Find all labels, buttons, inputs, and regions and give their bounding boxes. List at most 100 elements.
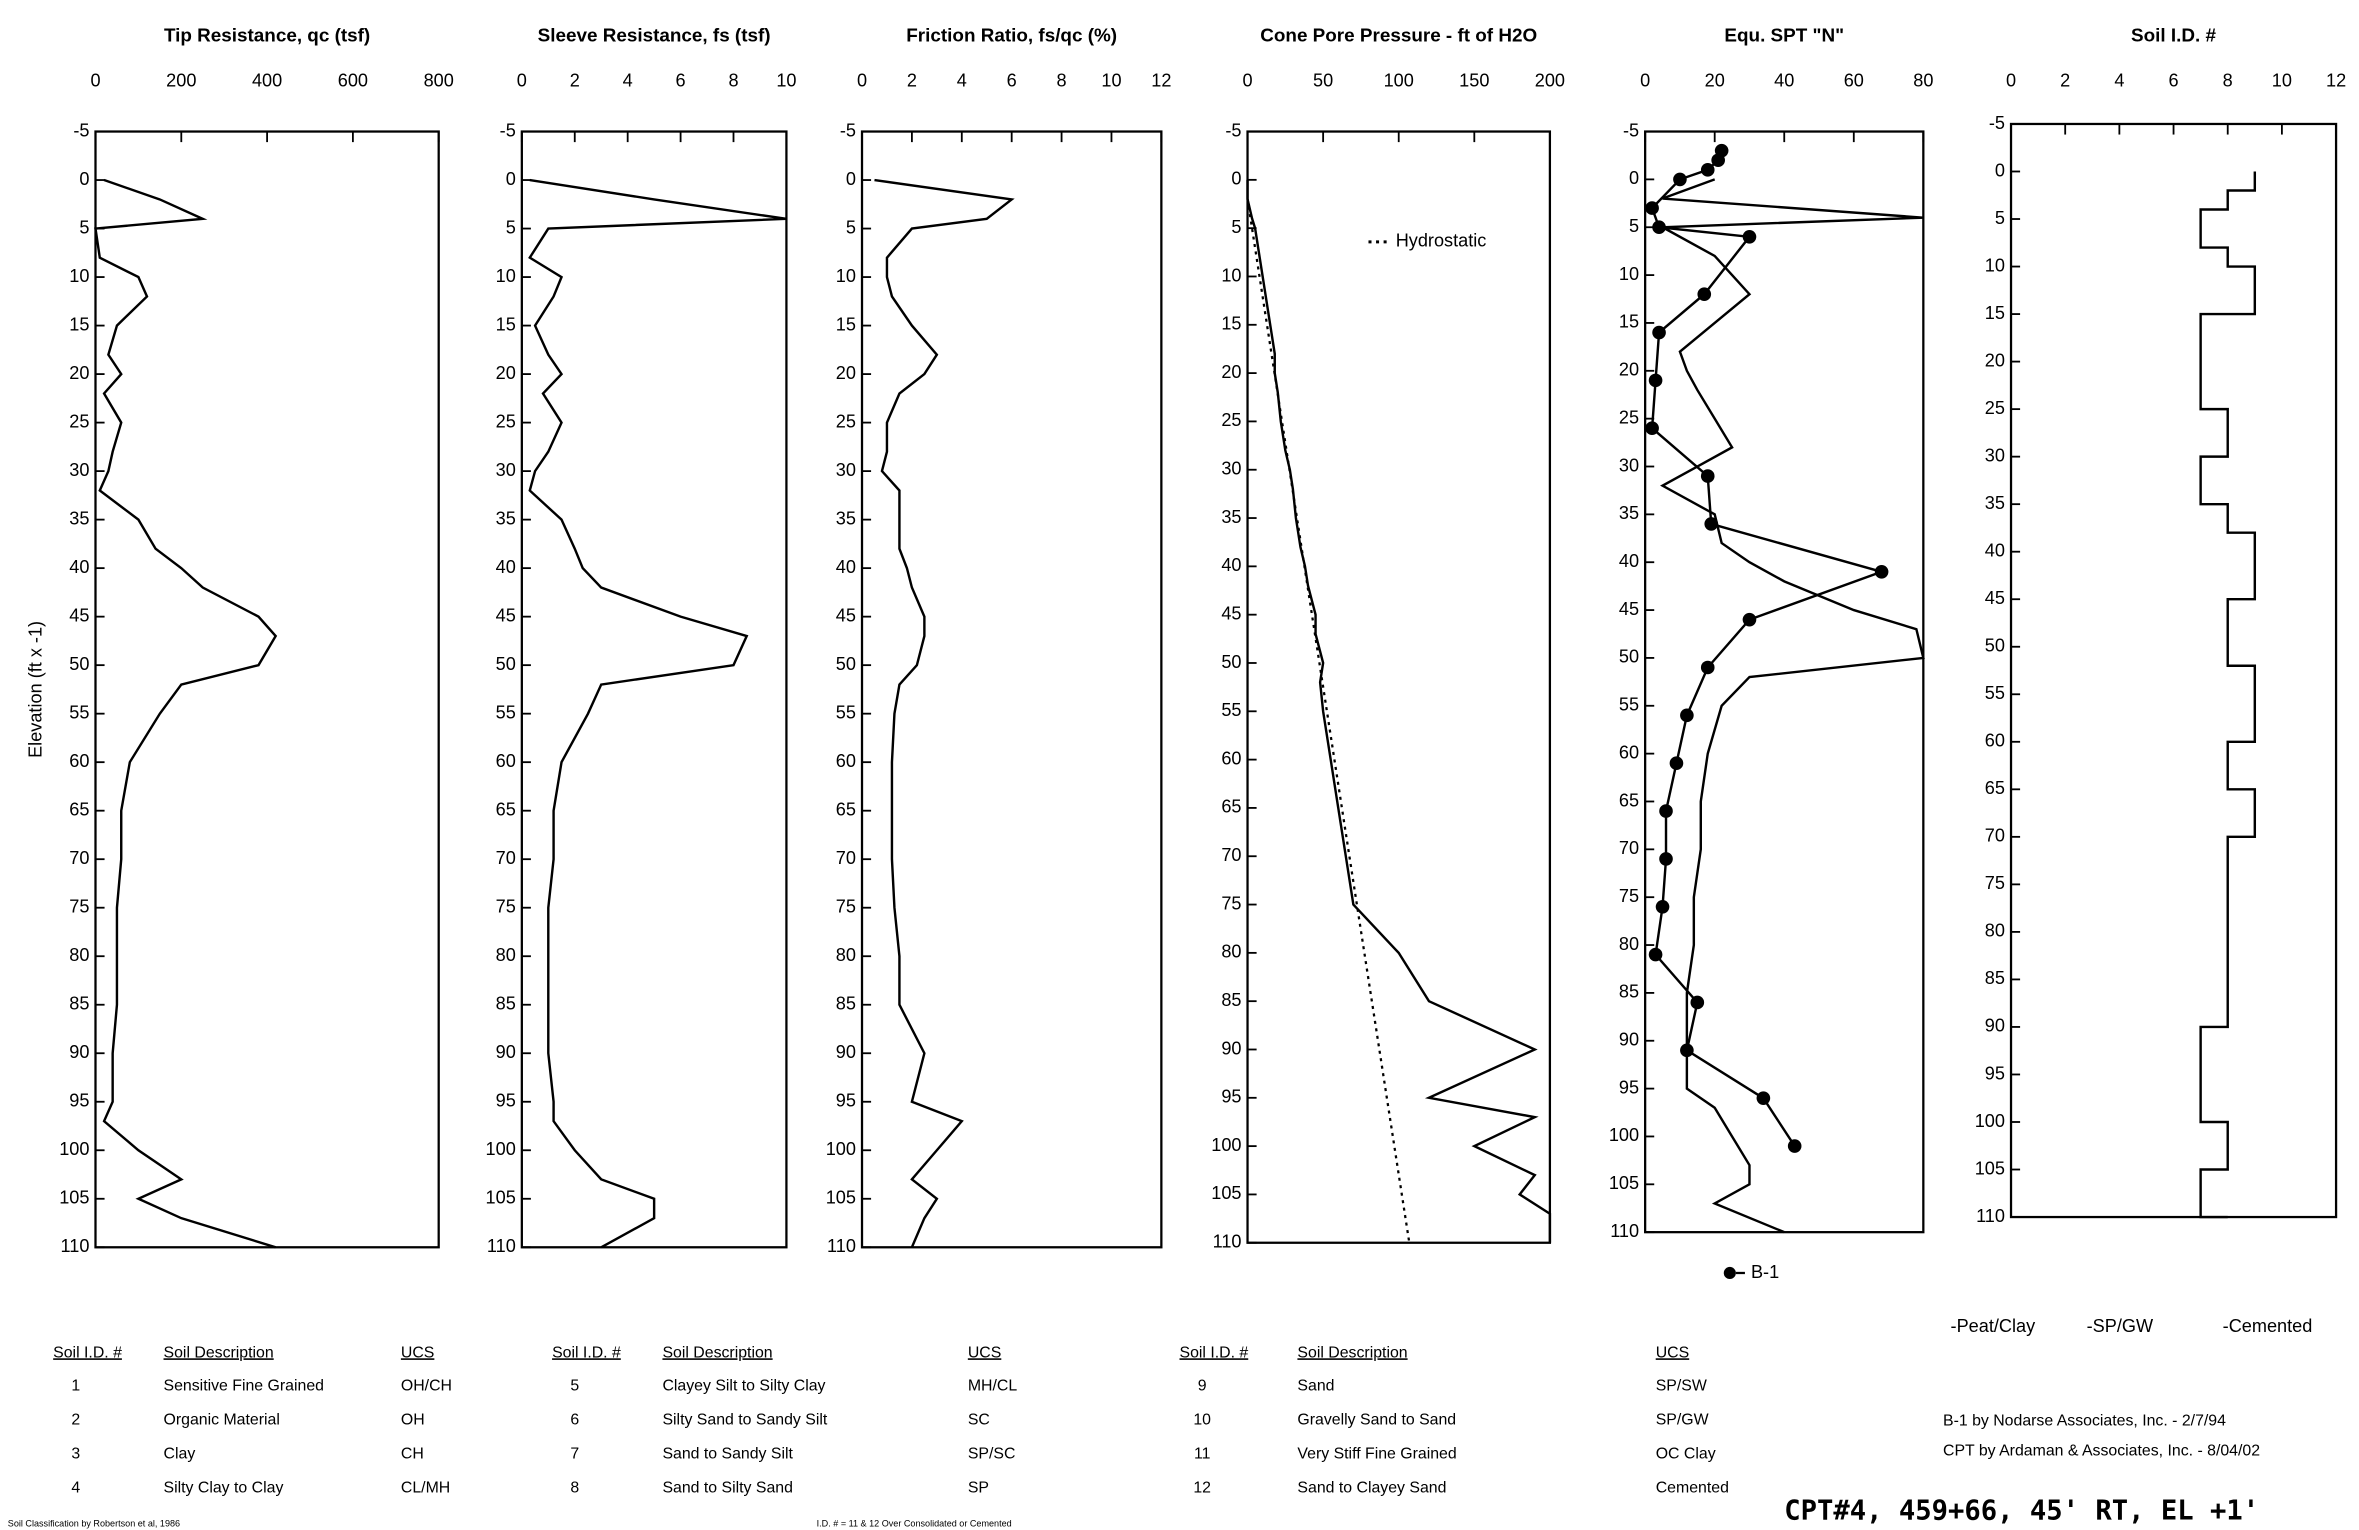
x-tick-label: 8: [1057, 70, 1067, 90]
x-tick-label: 8: [728, 70, 738, 90]
y-tick-label: 30: [1985, 445, 2005, 465]
y-tick-label: 30: [496, 460, 516, 480]
y-tick-label: 45: [69, 605, 89, 625]
data-point: [1874, 564, 1889, 579]
data-point: [1645, 421, 1659, 436]
soil-description: Gravelly Sand to Sand: [1297, 1412, 1456, 1429]
y-tick-label: 95: [69, 1091, 89, 1111]
y-tick-label: 35: [69, 508, 89, 528]
y-tick-label: 50: [496, 654, 516, 674]
x-tick-label: 200: [1535, 70, 1565, 90]
data-point: [1659, 804, 1673, 818]
y-tick-label: 20: [1221, 362, 1241, 382]
y-tick-label: 55: [496, 702, 516, 722]
y-tick-label: 70: [1221, 845, 1241, 865]
y-tick-label: 65: [1985, 778, 2005, 798]
y-tick-label: 110: [1976, 1206, 2005, 1226]
y-tick-label: 15: [836, 314, 856, 334]
data-point: [1655, 899, 1670, 914]
y-tick-label: 60: [496, 751, 516, 771]
y-tick-label: 55: [1985, 683, 2005, 703]
y-tick-label: 65: [1619, 790, 1639, 810]
soil-description: Silty Sand to Sandy Silt: [662, 1412, 827, 1429]
x-tick-label: 0: [857, 70, 867, 90]
x-tick-label: 6: [676, 70, 686, 90]
data-point: [1697, 287, 1712, 302]
soil-ucs: OH: [401, 1412, 425, 1429]
y-tick-label: 10: [496, 266, 516, 286]
soil-ucs: SP/SC: [968, 1446, 1016, 1463]
data-point: [1700, 469, 1715, 483]
y-tick-label: 35: [496, 508, 516, 528]
y-tick-label: 75: [1619, 886, 1639, 906]
x-tick-label: 0: [1242, 70, 1252, 90]
y-tick-label: 55: [69, 702, 89, 722]
y-tick-label: 90: [1619, 1030, 1639, 1050]
y-tick-label: 5: [1231, 217, 1241, 237]
x-tick-label: 4: [623, 70, 633, 90]
y-tick-label: 45: [1221, 603, 1241, 623]
x-tick-label: 10: [2272, 70, 2292, 90]
x-tick-label: 80: [1913, 70, 1933, 90]
plot-frame: [520, 130, 788, 1249]
y-tick-label: 110: [61, 1236, 90, 1256]
y-tick-label: 85: [1985, 968, 2005, 988]
y-tick-label: 55: [1221, 700, 1241, 720]
x-tick-label: 12: [1151, 70, 1171, 90]
y-tick-label: 100: [826, 1139, 856, 1159]
x-tick-label: 2: [2060, 70, 2070, 90]
legend-marker: [1723, 1266, 1736, 1280]
legend-label: B-1: [1751, 1262, 1779, 1282]
series-line: [2199, 171, 2257, 1219]
x-tick-label: 600: [338, 70, 368, 90]
x-tick-label: 100: [1384, 70, 1414, 90]
y-tick-label: 15: [1221, 314, 1241, 334]
series-line: [94, 178, 278, 1249]
y-tick-label: -5: [73, 120, 89, 140]
id-note: I.D. # = 11 & 12 Over Consolidated or Ce…: [817, 1518, 1012, 1528]
soil-id: 12: [1193, 1480, 1211, 1497]
y-tick-label: 30: [69, 460, 89, 480]
annotation: -Cemented: [2223, 1316, 2313, 1336]
y-tick-label: 100: [1975, 1111, 2005, 1131]
y-tick-label: 45: [836, 605, 856, 625]
y-tick-label: 75: [836, 897, 856, 917]
y-tick-label: 60: [1619, 742, 1639, 762]
y-tick-label: 45: [1619, 599, 1639, 619]
soil-ucs: OC Clay: [1656, 1446, 1716, 1463]
y-tick-label: 60: [69, 751, 89, 771]
table-header: Soil I.D. #: [552, 1344, 621, 1361]
data-point: [1700, 660, 1715, 675]
y-tick-label: 85: [836, 994, 856, 1014]
y-tick-label: 50: [836, 654, 856, 674]
series-line: [1246, 179, 1552, 1243]
soil-description: Organic Material: [164, 1412, 280, 1429]
data-point: [1711, 153, 1725, 168]
table-header: UCS: [401, 1344, 434, 1361]
y-tick-label: 35: [1619, 503, 1639, 523]
soil-description: Sensitive Fine Grained: [164, 1378, 324, 1395]
x-tick-label: 6: [1007, 70, 1017, 90]
y-tick-label: 20: [1619, 360, 1639, 380]
soil-description: Sand to Silty Sand: [662, 1480, 792, 1497]
y-tick-label: 80: [1619, 934, 1639, 954]
soil-id: 10: [1193, 1412, 1211, 1429]
y-tick-label: 5: [79, 217, 89, 237]
data-point: [1648, 373, 1663, 388]
y-tick-label: 110: [1610, 1221, 1639, 1241]
y-tick-label: 85: [1221, 990, 1241, 1010]
y-tick-label: 30: [1619, 455, 1639, 475]
x-tick-label: 4: [957, 70, 967, 90]
x-tick-label: 40: [1774, 70, 1794, 90]
soil-description: Clay: [164, 1446, 196, 1463]
chart-title: Equ. SPT "N": [1724, 25, 1844, 46]
annotation: -Peat/Clay: [1951, 1316, 2037, 1336]
y-tick-label: 80: [1985, 921, 2005, 941]
y-tick-label: 90: [496, 1042, 516, 1062]
y-tick-label: 0: [506, 169, 516, 189]
y-tick-label: 0: [846, 169, 856, 189]
data-point: [1756, 1091, 1771, 1105]
chart-title: Tip Resistance, qc (tsf): [164, 25, 370, 46]
y-tick-label: 20: [836, 363, 856, 383]
x-tick-label: 0: [517, 70, 527, 90]
